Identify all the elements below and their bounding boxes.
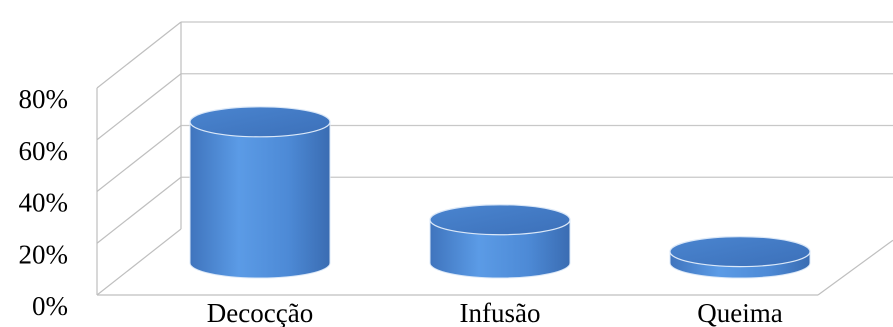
bar-Decocção bbox=[189, 106, 331, 279]
side-gridline bbox=[96, 21, 182, 89]
bar-Infusão bbox=[429, 204, 571, 279]
side-gridline bbox=[96, 125, 182, 192]
side-gridline bbox=[96, 73, 182, 141]
bar-top bbox=[669, 236, 811, 268]
floor-right-edge bbox=[817, 239, 893, 296]
y-tick-label: 60% bbox=[19, 136, 69, 166]
side-gridline bbox=[96, 176, 182, 244]
bar-top bbox=[189, 106, 331, 138]
x-category-label: Queima bbox=[697, 298, 782, 327]
y-tick-label: 40% bbox=[19, 188, 69, 218]
bar-body bbox=[189, 121, 331, 279]
labels: 0% 20% 40% 60% 80% Decocção Infusão Queima bbox=[19, 84, 783, 327]
y-tick-label: 20% bbox=[19, 239, 69, 269]
y-tick-label: 0% bbox=[32, 291, 68, 321]
bar-top bbox=[429, 204, 571, 236]
bar-body bbox=[429, 219, 571, 279]
x-category-label: Decocção bbox=[207, 298, 313, 327]
x-category-label: Infusão bbox=[460, 298, 541, 327]
bar-Queima bbox=[669, 236, 811, 279]
y-tick-label: 80% bbox=[19, 84, 69, 114]
bars bbox=[189, 106, 811, 279]
side-gridline bbox=[96, 228, 182, 296]
